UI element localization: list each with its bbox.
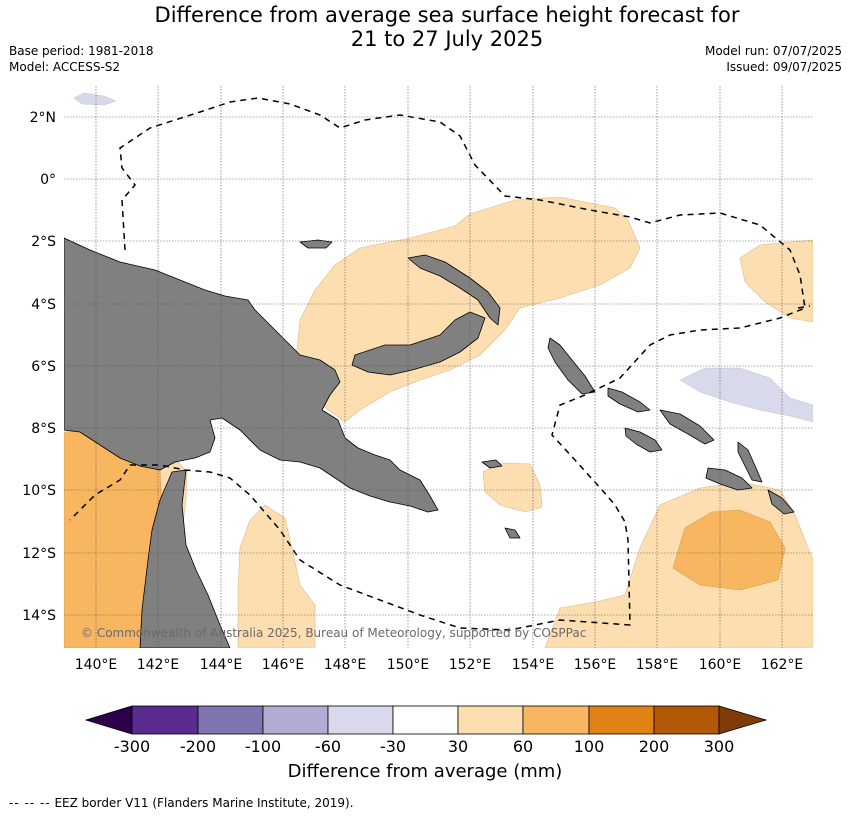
santa-isabel xyxy=(659,409,715,445)
colorbar-tick-label: -300 xyxy=(114,737,150,756)
latitude-labels: 2°N 0° 2°S 4°S 6°S 8°S 10°S 12°S 14°S xyxy=(22,110,56,624)
colorbar-segment xyxy=(262,705,329,735)
colorbar-segment xyxy=(392,705,459,735)
colorbar-tick-label: 30 xyxy=(448,737,468,756)
eez-legend-dashes: -- -- -- xyxy=(9,796,51,810)
colorbar-tick-label: 60 xyxy=(513,737,533,756)
copyright-notice: © Commonwealth of Australia 2025, Bureau… xyxy=(81,626,586,640)
metadata-right: Model run: 07/07/2025 Issued: 09/07/2025 xyxy=(705,43,842,75)
colorbar-ticks: -300 -200 -100 -60 -30 30 60 100 200 300 xyxy=(114,737,734,756)
lon-label: 140°E xyxy=(75,657,118,673)
lon-label: 142°E xyxy=(137,657,180,673)
colorbar-segment xyxy=(457,705,524,735)
colorbar-tick-label: 100 xyxy=(574,737,605,756)
colorbar-tick-label: -100 xyxy=(245,737,281,756)
colorbar-tick-label: -30 xyxy=(380,737,406,756)
cape-york xyxy=(139,469,231,648)
choiseul xyxy=(607,387,651,413)
colorbar-under-arrow xyxy=(84,705,133,735)
anomaly-area-coral-north xyxy=(482,462,543,513)
lat-label: 10°S xyxy=(22,483,56,499)
lon-label: 154°E xyxy=(512,657,555,673)
title-line-1: Difference from average sea surface heig… xyxy=(154,3,740,27)
colorbar-tick-label: -60 xyxy=(315,737,341,756)
new-guinea xyxy=(64,237,439,513)
title-line-2: 21 to 27 July 2025 xyxy=(350,27,544,51)
colorbar-segment xyxy=(131,705,199,735)
anomaly-negative-areas xyxy=(73,92,813,423)
lat-label: 12°S xyxy=(22,546,56,562)
lat-label: 2°S xyxy=(31,234,56,250)
longitude-labels: 140°E 142°E 144°E 146°E 148°E 150°E 152°… xyxy=(75,657,804,673)
issue-date: Issued: 09/07/2025 xyxy=(726,60,842,74)
colorbar-tick-label: 200 xyxy=(639,737,670,756)
map-panel: © Commonwealth of Australia 2025, Bureau… xyxy=(64,86,813,648)
lat-label: 4°S xyxy=(31,297,56,313)
lon-label: 144°E xyxy=(200,657,243,673)
lon-label: 162°E xyxy=(761,657,804,673)
model-name: Model: ACCESS-S2 xyxy=(9,60,121,74)
colorbar-over-arrow xyxy=(718,705,768,735)
lat-label: 14°S xyxy=(22,608,56,624)
anomaly-area-coral-west xyxy=(237,504,316,648)
anomaly-60-100-areas xyxy=(64,429,786,648)
new-georgia xyxy=(624,427,663,453)
guadalcanal xyxy=(705,467,753,491)
colorbar-tick-label: -200 xyxy=(180,737,216,756)
manus xyxy=(299,239,333,249)
lat-label: 2°N xyxy=(30,110,56,126)
anomaly-negative-east xyxy=(679,367,813,423)
colorbar-label: Difference from average (mm) xyxy=(287,761,563,782)
rossel-islands xyxy=(481,459,503,469)
colorbar-segment xyxy=(653,705,720,735)
base-period: Base period: 1981-2018 xyxy=(9,44,154,58)
lat-label: 8°S xyxy=(31,421,56,437)
lon-label: 146°E xyxy=(262,657,305,673)
new-ireland xyxy=(407,254,501,326)
misima xyxy=(504,527,521,539)
eez-legend-text: EEZ border V11 (Flanders Marine Institut… xyxy=(54,796,354,810)
colorbar-segment xyxy=(327,705,394,735)
anomaly-negative-north xyxy=(73,92,117,106)
graticule xyxy=(64,86,813,648)
lon-label: 156°E xyxy=(574,657,617,673)
new-britain xyxy=(351,311,486,376)
eez-east-link xyxy=(797,305,811,309)
makira xyxy=(767,489,795,515)
malaita xyxy=(737,441,763,483)
eez-borders xyxy=(69,97,811,631)
model-run: Model run: 07/07/2025 xyxy=(704,44,842,58)
lat-label: 6°S xyxy=(31,359,56,375)
colorbar-tick-label: 300 xyxy=(704,737,735,756)
eez-legend: -- -- -- EEZ border V11 (Flanders Marine… xyxy=(9,796,354,810)
lat-label: 0° xyxy=(40,172,56,188)
colorbar xyxy=(84,705,768,735)
lon-label: 150°E xyxy=(387,657,430,673)
metadata-left: Base period: 1981-2018 Model: ACCESS-S2 xyxy=(9,43,154,75)
eez-png-outer xyxy=(69,97,806,631)
lon-label: 148°E xyxy=(324,657,367,673)
colorbar-segment xyxy=(522,705,590,735)
lon-label: 160°E xyxy=(699,657,742,673)
anomaly-area-solomon-south xyxy=(672,509,786,591)
lon-label: 158°E xyxy=(636,657,679,673)
colorbar-segment xyxy=(197,705,264,735)
chart-title: Difference from average sea surface heig… xyxy=(0,3,850,51)
lon-label: 152°E xyxy=(449,657,492,673)
colorbar-segment xyxy=(588,705,655,735)
